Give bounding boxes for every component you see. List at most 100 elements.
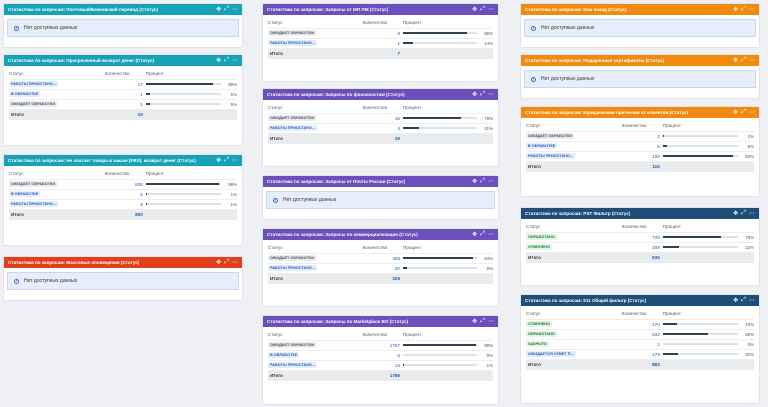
more-icon[interactable]: ⋯ [232, 158, 238, 164]
count-value[interactable]: 728 [621, 231, 663, 242]
percent-bar [403, 117, 477, 119]
count-value[interactable]: 6 [621, 140, 663, 151]
expand-icon[interactable]: ⤢ [224, 259, 229, 265]
count-value[interactable]: 6 [362, 27, 403, 38]
move-icon[interactable]: ✥ [216, 7, 222, 13]
count-value[interactable]: 4 [362, 122, 403, 133]
expand-icon[interactable]: ⤢ [480, 6, 485, 12]
move-icon[interactable]: ✥ [733, 211, 739, 217]
count-value[interactable]: 170 [621, 318, 663, 329]
status-badge[interactable]: В ОБРАБОТКЕ [9, 191, 41, 197]
status-badge[interactable]: В ОБРАБОТКЕ [526, 143, 558, 149]
status-badge[interactable]: РАБОТЫ ПРИОСТАНО... [268, 40, 317, 46]
move-icon[interactable]: ✥ [472, 179, 478, 185]
table-row: РАБОТЫ ПРИОСТАНО... 1 14% [268, 37, 493, 48]
expand-icon[interactable]: ⤢ [741, 6, 746, 12]
move-icon[interactable]: ✥ [472, 319, 478, 325]
status-badge[interactable]: РАБОТЫ ПРИОСТАНО... [268, 362, 317, 368]
move-icon[interactable]: ✥ [472, 92, 478, 98]
more-icon[interactable]: ⋯ [488, 319, 494, 325]
move-icon[interactable]: ✥ [472, 7, 478, 13]
count-value[interactable]: 14 [362, 359, 403, 370]
more-icon[interactable]: ⋯ [488, 232, 494, 238]
count-value[interactable]: 1 [104, 88, 146, 99]
stats-card: Статистика по запросам: Запросы от МП ПМ… [263, 4, 498, 81]
move-icon[interactable]: ✥ [733, 298, 739, 304]
status-badge[interactable]: РАБОТЫ ПРИОСТАНО... [268, 265, 317, 271]
no-data-text: Нет доступных данных [283, 197, 337, 203]
move-icon[interactable]: ✥ [216, 158, 222, 164]
count-value[interactable]: 2 [621, 130, 663, 141]
status-badge[interactable]: ОЖИДАЕТ ОБРАБОТКИ [526, 133, 575, 139]
expand-icon[interactable]: ⤢ [480, 231, 485, 237]
status-badge[interactable]: РАБОТЫ ПРИОСТАНО... [526, 153, 575, 159]
status-badge[interactable]: ОЖИДАЕТСЯ ОТВЕТ П... [526, 351, 576, 357]
count-value[interactable]: 305 [362, 252, 403, 263]
more-icon[interactable]: ⋯ [232, 7, 238, 13]
expand-icon[interactable]: ⤢ [480, 91, 485, 97]
move-icon[interactable]: ✥ [733, 7, 739, 13]
status-badge[interactable]: ОЖИДАЕТ ОБРАБОТКИ [268, 342, 317, 348]
move-icon[interactable]: ✥ [472, 232, 478, 238]
move-icon[interactable]: ✥ [216, 260, 222, 266]
percent-bar [403, 364, 477, 366]
more-icon[interactable]: ⋯ [749, 110, 755, 116]
info-icon: i [531, 25, 536, 31]
move-icon[interactable]: ✥ [733, 58, 739, 64]
status-badge[interactable]: ОЖИДАЕТ ОБРАБОТКИ [268, 115, 317, 121]
status-badge[interactable]: РАБОТЫ ПРИОСТАНО... [9, 81, 58, 87]
expand-icon[interactable]: ⤢ [741, 109, 746, 115]
expand-icon[interactable]: ⤢ [224, 6, 229, 12]
count-value[interactable]: 179 [621, 348, 663, 359]
count-value[interactable]: 836 [104, 178, 146, 189]
more-icon[interactable]: ⋯ [488, 7, 494, 13]
count-value[interactable]: 15 [362, 112, 403, 123]
more-icon[interactable]: ⋯ [232, 260, 238, 266]
status-badge[interactable]: ОЖИДАЕТ ОБРАБОТКИ [268, 30, 317, 36]
more-icon[interactable]: ⋯ [488, 179, 494, 185]
more-icon[interactable]: ⋯ [749, 211, 755, 217]
more-icon[interactable]: ⋯ [749, 298, 755, 304]
expand-icon[interactable]: ⤢ [741, 297, 746, 303]
count-value[interactable]: 532 [621, 328, 663, 339]
count-value[interactable]: 5 [362, 349, 403, 360]
status-badge[interactable]: ОБРАБОТАНО [526, 331, 557, 337]
table-row: РАБОТЫ ПРИОСТАНО... 20 6% [268, 262, 493, 273]
card-header: Статистика по запросам: Кеш назад (Стату… [521, 4, 759, 15]
move-icon[interactable]: ✥ [733, 110, 739, 116]
status-badge[interactable]: ОТМЕНЕНО [526, 244, 552, 250]
count-value[interactable]: 17 [104, 78, 146, 89]
expand-icon[interactable]: ⤢ [741, 57, 746, 63]
count-value[interactable]: 108 [621, 150, 663, 161]
more-icon[interactable]: ⋯ [749, 7, 755, 13]
status-badge[interactable]: ЗАКРЫТО [526, 341, 549, 347]
status-badge[interactable]: ОТМЕНЕНО [526, 321, 552, 327]
count-value[interactable]: 9 [104, 198, 146, 209]
expand-icon[interactable]: ⤢ [480, 318, 485, 324]
count-value[interactable]: 20 [362, 262, 403, 273]
count-value[interactable]: 5 [104, 188, 146, 199]
count-value[interactable]: 1 [362, 37, 403, 48]
move-icon[interactable]: ✥ [216, 58, 222, 64]
status-badge[interactable]: В ОБРАБОТКЕ [268, 352, 300, 358]
expand-icon[interactable]: ⤢ [224, 157, 229, 163]
card-header: Статистика по запросам: 911 Общий фильтр… [521, 295, 759, 306]
more-icon[interactable]: ⋯ [232, 58, 238, 64]
expand-icon[interactable]: ⤢ [224, 57, 229, 63]
status-badge[interactable]: В ОБРАБОТКЕ [9, 91, 41, 97]
count-value[interactable]: 2 [621, 338, 663, 349]
status-badge[interactable]: ОЖИДАЕТ ОБРАБОТКИ [268, 255, 317, 261]
expand-icon[interactable]: ⤢ [741, 210, 746, 216]
more-icon[interactable]: ⋯ [749, 58, 755, 64]
count-value[interactable]: 1767 [362, 339, 403, 350]
count-value[interactable]: 1 [104, 98, 146, 109]
status-badge[interactable]: ОБРАБОТАНО [526, 234, 557, 240]
expand-icon[interactable]: ⤢ [480, 178, 485, 184]
count-value[interactable]: 208 [621, 241, 663, 252]
total-row: Итого 116 [526, 160, 754, 172]
status-badge[interactable]: ОЖИДАЕТ ОБРАБОТКИ [9, 181, 58, 187]
status-badge[interactable]: ОЖИДАЕТ ОБРАБОТКИ [9, 101, 58, 107]
more-icon[interactable]: ⋯ [488, 92, 494, 98]
status-badge[interactable]: РАБОТЫ ПРИОСТАНО... [9, 201, 58, 207]
status-badge[interactable]: РАБОТЫ ПРИОСТАНО... [268, 125, 317, 131]
